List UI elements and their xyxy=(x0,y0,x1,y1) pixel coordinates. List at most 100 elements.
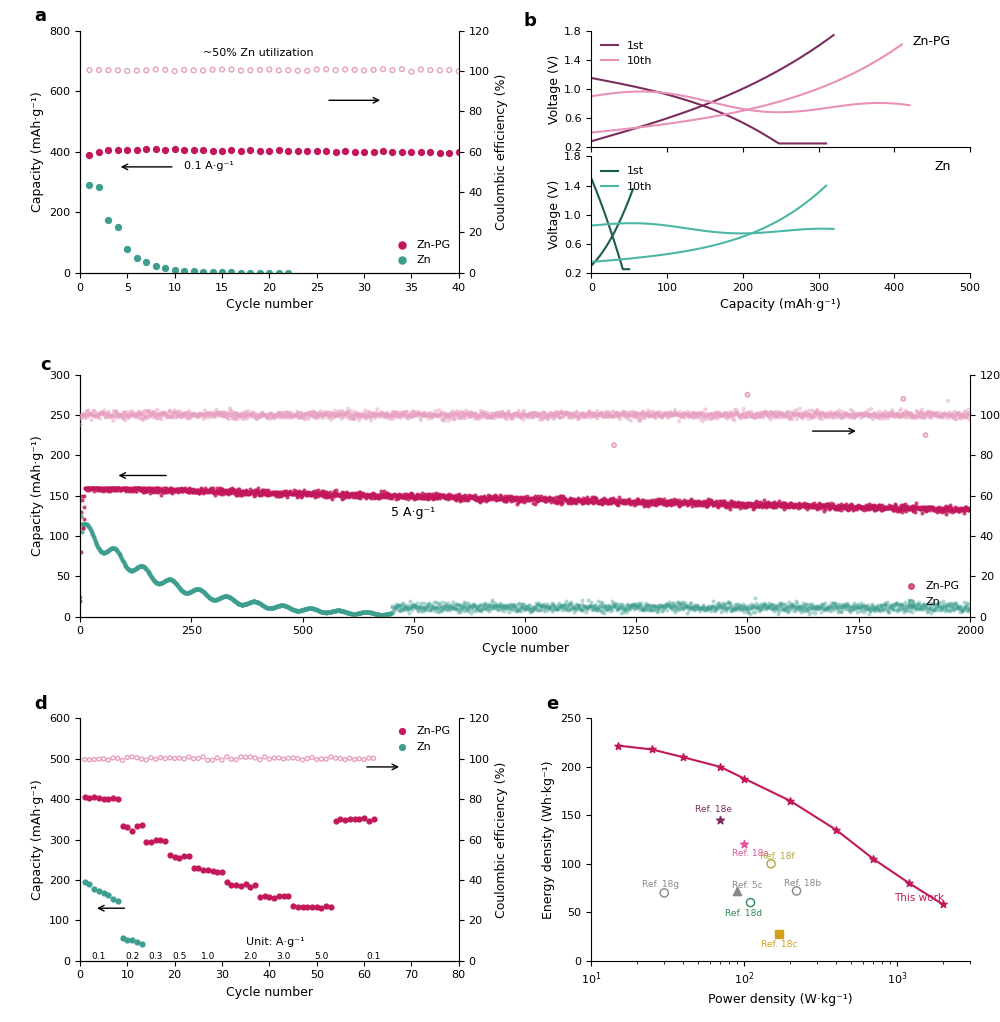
Point xyxy=(243,407,259,423)
Point xyxy=(712,758,728,775)
Point xyxy=(120,404,136,420)
Zn-PG xyxy=(330,486,346,503)
Text: 0.3: 0.3 xyxy=(149,951,163,961)
Zn xyxy=(153,575,169,592)
Point xyxy=(630,408,646,424)
Zn-PG xyxy=(769,497,785,513)
Zn-PG xyxy=(641,494,657,510)
Point xyxy=(674,409,690,425)
Point xyxy=(452,406,468,422)
Point xyxy=(912,408,928,424)
Point xyxy=(489,405,505,421)
Zn xyxy=(106,540,122,556)
Zn-PG xyxy=(517,489,533,505)
Point xyxy=(821,410,837,426)
Zn-PG xyxy=(338,483,354,500)
Legend: Zn-PG, Zn: Zn-PG, Zn xyxy=(896,576,964,611)
Point xyxy=(218,406,234,422)
Point xyxy=(540,411,556,427)
Point xyxy=(718,405,734,421)
Zn-PG xyxy=(887,496,903,512)
Point xyxy=(524,410,540,426)
Zn-PG xyxy=(95,482,111,499)
Point xyxy=(225,410,241,426)
Point xyxy=(739,405,756,421)
Zn-PG xyxy=(613,494,629,510)
Point xyxy=(334,411,350,427)
Zn-PG xyxy=(437,489,453,505)
Point xyxy=(565,600,581,616)
Point xyxy=(121,410,137,426)
Zn-PG xyxy=(315,487,331,504)
Zn xyxy=(138,560,154,576)
Zn xyxy=(148,574,164,591)
Point xyxy=(572,600,588,616)
Zn-PG xyxy=(743,497,759,513)
Point xyxy=(473,603,489,619)
Point xyxy=(184,406,200,422)
Point xyxy=(745,604,761,620)
Point xyxy=(147,404,163,420)
Zn-PG xyxy=(609,496,625,512)
Point xyxy=(456,598,472,614)
Point xyxy=(348,406,364,422)
Point xyxy=(810,408,826,424)
Zn-PG xyxy=(767,497,783,513)
Point xyxy=(843,407,859,423)
Zn xyxy=(118,559,134,575)
Zn-PG xyxy=(410,486,426,503)
Point xyxy=(601,597,617,613)
Point xyxy=(125,408,141,424)
Point xyxy=(802,406,818,422)
Zn-PG xyxy=(239,485,255,502)
Zn-PG xyxy=(657,494,673,510)
Point xyxy=(233,408,249,424)
Zn-PG xyxy=(337,489,353,505)
Point xyxy=(926,601,942,617)
Point xyxy=(695,409,711,425)
Point xyxy=(502,407,518,423)
Point xyxy=(550,405,566,421)
Zn-PG xyxy=(87,479,103,496)
Zn-PG xyxy=(355,485,371,502)
Zn xyxy=(151,575,167,592)
Zn-PG xyxy=(380,486,396,503)
Point xyxy=(302,404,318,420)
Zn xyxy=(367,605,383,621)
Zn-PG xyxy=(183,481,199,498)
Zn-PG xyxy=(122,479,138,496)
Zn-PG xyxy=(942,499,958,515)
Point xyxy=(656,405,672,421)
Point xyxy=(270,407,286,423)
Zn xyxy=(248,594,264,610)
Point xyxy=(587,408,603,424)
Point xyxy=(424,410,440,426)
Point xyxy=(956,594,972,610)
Point xyxy=(659,408,675,424)
Zn xyxy=(207,592,223,608)
Zn-PG xyxy=(502,490,518,506)
Point xyxy=(937,603,953,619)
Zn xyxy=(95,545,111,561)
Point xyxy=(661,406,677,422)
Zn xyxy=(205,592,221,608)
Point xyxy=(237,410,253,426)
Zn-PG xyxy=(156,484,172,501)
Point xyxy=(626,405,642,421)
Point xyxy=(432,600,448,616)
Point xyxy=(238,408,254,424)
Zn-PG xyxy=(368,489,384,505)
Zn xyxy=(233,265,249,281)
Zn xyxy=(234,597,250,613)
Point xyxy=(808,406,824,422)
Zn-PG xyxy=(809,501,825,517)
Point xyxy=(773,595,789,611)
Zn xyxy=(245,594,261,610)
Zn-PG xyxy=(288,485,304,502)
Zn-PG xyxy=(847,499,863,515)
Zn-PG xyxy=(340,489,356,505)
Zn-PG xyxy=(211,482,227,499)
Point xyxy=(824,598,840,614)
Point xyxy=(729,883,745,899)
Point xyxy=(938,596,954,612)
